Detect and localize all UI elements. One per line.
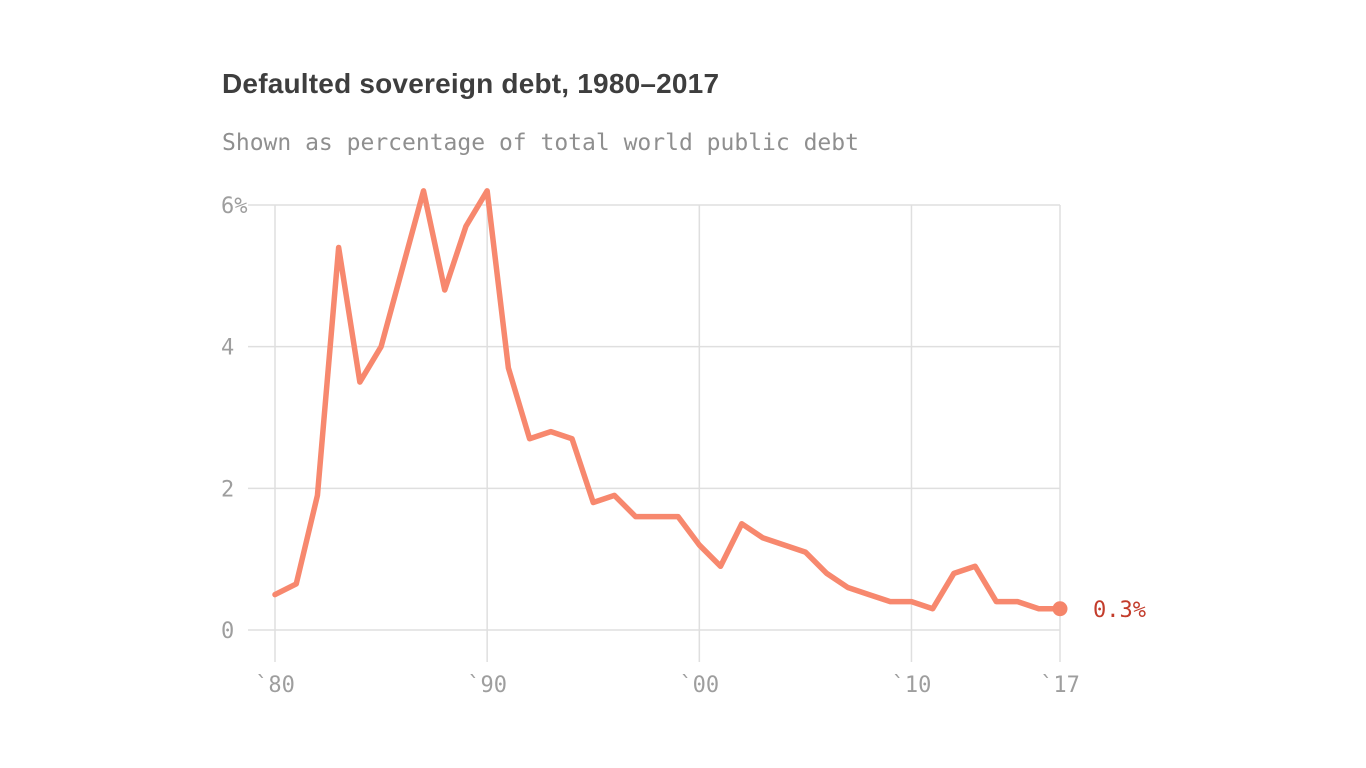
x-axis-tick-label: `90	[467, 673, 507, 698]
y-axis-tick-label: 0	[221, 619, 234, 644]
chart-title: Defaulted sovereign debt, 1980–2017	[222, 68, 720, 99]
end-point-dot	[1052, 601, 1068, 617]
x-axis-tick-label: `00	[679, 673, 719, 698]
x-axis-tick-label: `17	[1040, 673, 1080, 698]
defaulted-debt-line	[272, 188, 1063, 612]
y-axis-tick-label: 2	[221, 477, 234, 502]
y-axis-tick-label: 4	[221, 336, 234, 361]
y-axis-tick-label: 6%	[221, 194, 248, 219]
end-value-label: 0.3%	[1093, 598, 1146, 623]
chart-subtitle: Shown as percentage of total world publi…	[222, 130, 859, 156]
x-axis-tick-label: `10	[892, 673, 932, 698]
x-axis-tick-label: `80	[255, 673, 295, 698]
